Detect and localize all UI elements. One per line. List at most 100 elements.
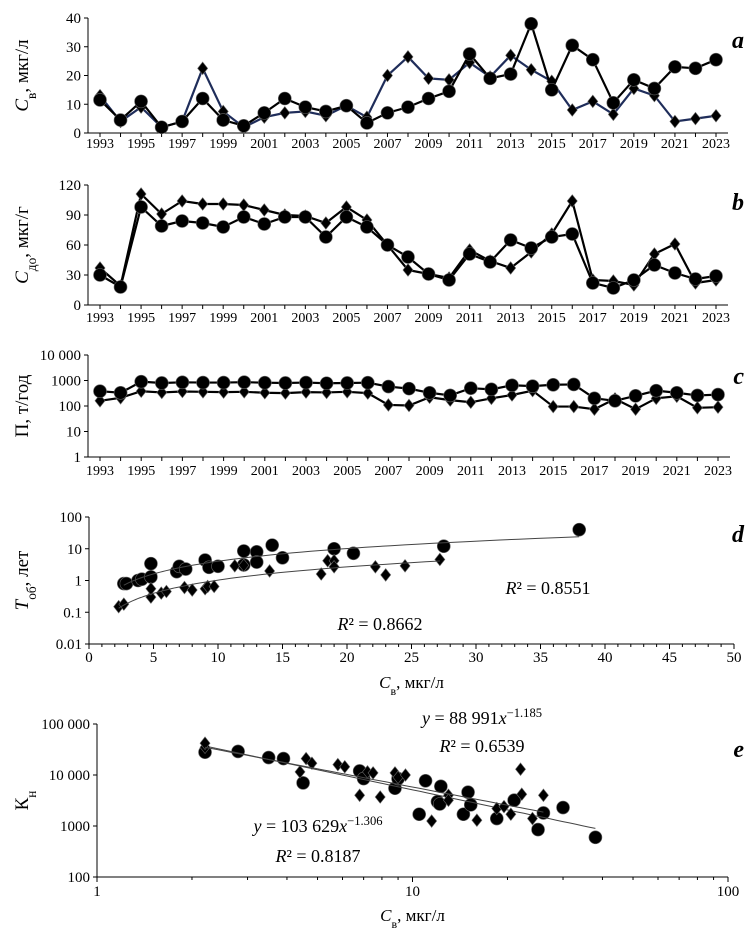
x-tick-label: 1999 <box>210 464 238 479</box>
series-circle <box>93 374 725 408</box>
r-squared-label: R² = 0.6539 <box>438 736 524 756</box>
data-point-circle <box>524 16 539 31</box>
data-point-circle <box>277 210 292 224</box>
data-point-diamond <box>537 788 549 803</box>
label-part: в <box>24 93 39 99</box>
data-point-diamond <box>382 398 394 412</box>
data-point-diamond <box>94 394 106 408</box>
data-point-diamond <box>374 790 386 804</box>
data-point-diamond <box>339 759 351 774</box>
data-point-diamond <box>443 793 454 808</box>
x-tick-label: 1997 <box>168 137 196 152</box>
data-point-circle <box>299 375 313 390</box>
label-part: до <box>24 257 39 271</box>
x-tick-label: 2007 <box>373 311 401 326</box>
x-tick-label: 100 <box>717 884 740 900</box>
data-point-circle <box>709 52 723 67</box>
data-point-diamond <box>471 813 483 827</box>
y-tick-label: 60 <box>66 238 81 254</box>
data-point-circle <box>627 73 641 87</box>
data-point-diamond <box>179 580 190 595</box>
data-point-diamond <box>568 399 580 414</box>
data-point-circle <box>298 100 313 114</box>
data-point-diamond <box>264 564 276 578</box>
data-point-diamond <box>465 395 477 410</box>
data-point-circle <box>436 539 451 554</box>
data-point-circle <box>442 273 456 287</box>
data-point-circle <box>175 214 189 228</box>
y-tick-label: 10 000 <box>40 348 81 364</box>
data-point-circle <box>237 544 251 558</box>
label-part: R <box>504 578 516 598</box>
data-point-circle <box>503 233 518 247</box>
data-point-circle <box>298 210 313 224</box>
data-point-circle <box>588 830 603 845</box>
series-diamond <box>94 187 722 293</box>
y-tick-label: 100 <box>60 510 83 526</box>
x-tick-label: 2001 <box>251 464 279 479</box>
data-point-circle <box>113 280 128 294</box>
data-point-diamond <box>176 194 188 208</box>
data-point-circle <box>456 807 471 822</box>
data-point-diamond <box>669 237 681 251</box>
r-squared-label: R² = 0.8551 <box>504 578 590 598</box>
x-tick-label: 2023 <box>702 137 730 152</box>
data-point-diamond <box>527 811 538 826</box>
data-point-diamond <box>238 385 250 399</box>
data-point-diamond <box>156 385 168 400</box>
label-part: об <box>24 586 39 600</box>
x-tick-label: 2009 <box>416 464 444 479</box>
data-point-diamond <box>294 765 306 779</box>
data-point-circle <box>566 377 581 392</box>
trendline <box>123 536 580 586</box>
data-point-circle <box>647 81 662 96</box>
data-point-circle <box>277 91 292 106</box>
data-point-diamond <box>369 560 381 574</box>
x-tick-label: 2009 <box>415 137 443 152</box>
x-tick-label: 2021 <box>663 464 691 479</box>
x-tick-label: 1993 <box>86 464 114 479</box>
y-axis-label: Tоб, лет <box>12 550 39 610</box>
y-tick-label: 90 <box>66 208 81 224</box>
x-tick-label: 10 <box>405 884 420 900</box>
label-part: в <box>391 684 397 698</box>
data-point-circle <box>628 389 643 403</box>
data-point-circle <box>668 266 682 280</box>
data-point-circle <box>216 113 230 127</box>
data-point-diamond <box>321 385 333 400</box>
data-point-circle <box>669 385 684 400</box>
data-point-circle <box>339 210 354 224</box>
label-part: , мкг/г <box>12 206 33 258</box>
data-point-circle <box>421 91 436 106</box>
data-point-circle <box>401 250 415 264</box>
y-axis-label: П, т/год <box>12 374 33 437</box>
data-point-diamond <box>516 787 528 801</box>
series-diamond <box>199 736 549 828</box>
y-tick-label: 40 <box>66 11 81 27</box>
trendline-equation: y = 88 991x−1.185 <box>420 706 542 728</box>
label-part: −1.185 <box>507 706 542 720</box>
data-point-diamond <box>238 198 250 212</box>
label-part: , мкг/л <box>397 906 445 925</box>
label-part: К <box>12 797 33 810</box>
x-tick-label: 2021 <box>661 311 689 326</box>
data-point-circle <box>627 273 641 287</box>
data-point-circle <box>412 807 426 822</box>
label-part: н <box>24 791 39 798</box>
data-point-diamond <box>588 402 600 416</box>
data-point-diamond <box>547 399 559 414</box>
x-tick-label: 2019 <box>620 137 648 152</box>
data-point-diamond <box>423 71 434 86</box>
x-tick-label: 2013 <box>498 464 526 479</box>
y-tick-label: 0.1 <box>63 605 82 621</box>
data-point-circle <box>346 546 361 561</box>
label-part: y <box>420 708 430 728</box>
y-tick-label: 100 <box>68 870 91 886</box>
data-point-diamond <box>566 194 578 208</box>
data-point-circle <box>360 220 374 234</box>
data-point-circle <box>402 381 416 396</box>
label-part: R <box>274 846 286 866</box>
y-axis-label: Cдо, мкг/г <box>12 206 39 284</box>
data-point-circle <box>93 268 107 282</box>
y-tick-label: 1 <box>75 574 83 590</box>
